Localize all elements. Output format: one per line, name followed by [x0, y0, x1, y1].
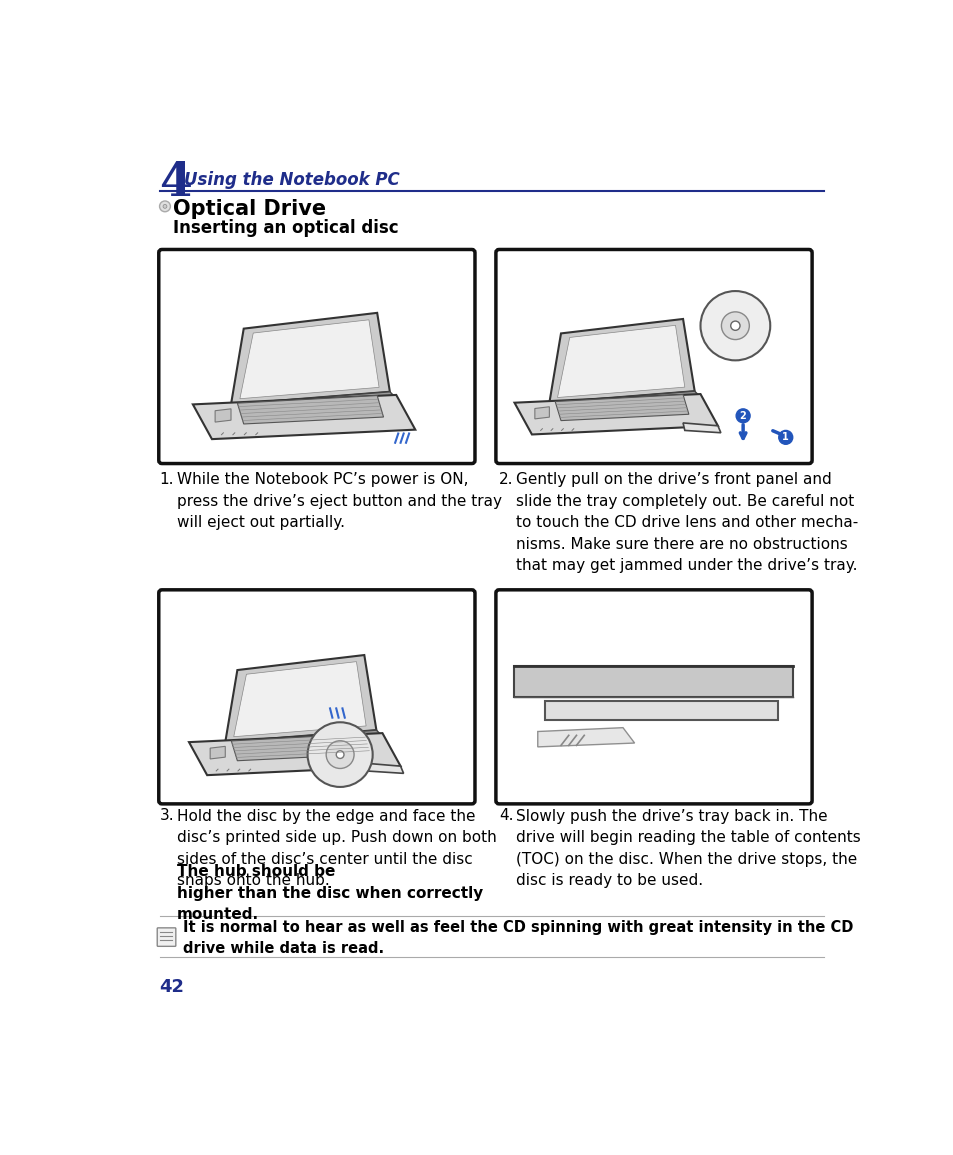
Polygon shape	[555, 395, 688, 420]
Polygon shape	[514, 394, 718, 434]
Circle shape	[730, 321, 740, 330]
Circle shape	[307, 722, 373, 787]
Circle shape	[720, 312, 748, 340]
Text: 42: 42	[159, 978, 184, 996]
FancyBboxPatch shape	[158, 590, 475, 804]
Bar	[514, 666, 793, 696]
Text: Inserting an optical disc: Inserting an optical disc	[173, 219, 398, 238]
Polygon shape	[231, 733, 370, 761]
Text: It is normal to hear as well as feel the CD spinning with great intensity in the: It is normal to hear as well as feel the…	[183, 921, 852, 956]
Text: Slowly push the drive’s tray back in. The
drive will begin reading the table of : Slowly push the drive’s tray back in. Th…	[516, 808, 860, 888]
Circle shape	[700, 291, 769, 360]
Polygon shape	[237, 395, 383, 424]
FancyBboxPatch shape	[157, 927, 175, 946]
Polygon shape	[557, 326, 684, 397]
Polygon shape	[214, 409, 231, 422]
Text: The hub should be
higher than the disc when correctly
mounted.: The hub should be higher than the disc w…	[176, 864, 482, 922]
Text: 4: 4	[159, 161, 193, 206]
Polygon shape	[193, 395, 415, 439]
Polygon shape	[535, 407, 549, 419]
Circle shape	[163, 204, 167, 208]
Text: 2: 2	[739, 411, 745, 420]
Text: 4.: 4.	[498, 808, 513, 824]
Polygon shape	[210, 746, 225, 759]
Circle shape	[326, 740, 354, 768]
Text: 2.: 2.	[498, 472, 513, 487]
Polygon shape	[682, 423, 720, 433]
Circle shape	[335, 751, 344, 759]
Polygon shape	[364, 763, 403, 774]
Polygon shape	[549, 319, 694, 403]
Circle shape	[778, 431, 792, 445]
Text: Using the Notebook PC: Using the Notebook PC	[184, 171, 399, 189]
FancyBboxPatch shape	[496, 590, 811, 804]
Text: 3.: 3.	[159, 808, 174, 824]
FancyBboxPatch shape	[158, 249, 475, 463]
Polygon shape	[231, 313, 390, 404]
Polygon shape	[537, 728, 634, 747]
Polygon shape	[549, 392, 700, 410]
Polygon shape	[231, 392, 395, 412]
Bar	[545, 701, 778, 720]
Circle shape	[736, 409, 749, 423]
Text: While the Notebook PC’s power is ON,
press the drive’s eject button and the tray: While the Notebook PC’s power is ON, pre…	[176, 472, 501, 530]
Polygon shape	[225, 730, 382, 750]
Polygon shape	[189, 733, 400, 775]
Text: Hold the disc by the edge and face the
disc’s printed side up. Push down on both: Hold the disc by the edge and face the d…	[176, 808, 496, 888]
Polygon shape	[225, 655, 376, 743]
Text: 1.: 1.	[159, 472, 173, 487]
Polygon shape	[233, 662, 366, 737]
FancyBboxPatch shape	[496, 249, 811, 463]
Circle shape	[159, 201, 171, 211]
Polygon shape	[239, 320, 378, 398]
Text: 1: 1	[781, 432, 788, 442]
Text: Optical Drive: Optical Drive	[173, 199, 326, 218]
Text: Gently pull on the drive’s front panel and
slide the tray completely out. Be car: Gently pull on the drive’s front panel a…	[516, 472, 858, 573]
